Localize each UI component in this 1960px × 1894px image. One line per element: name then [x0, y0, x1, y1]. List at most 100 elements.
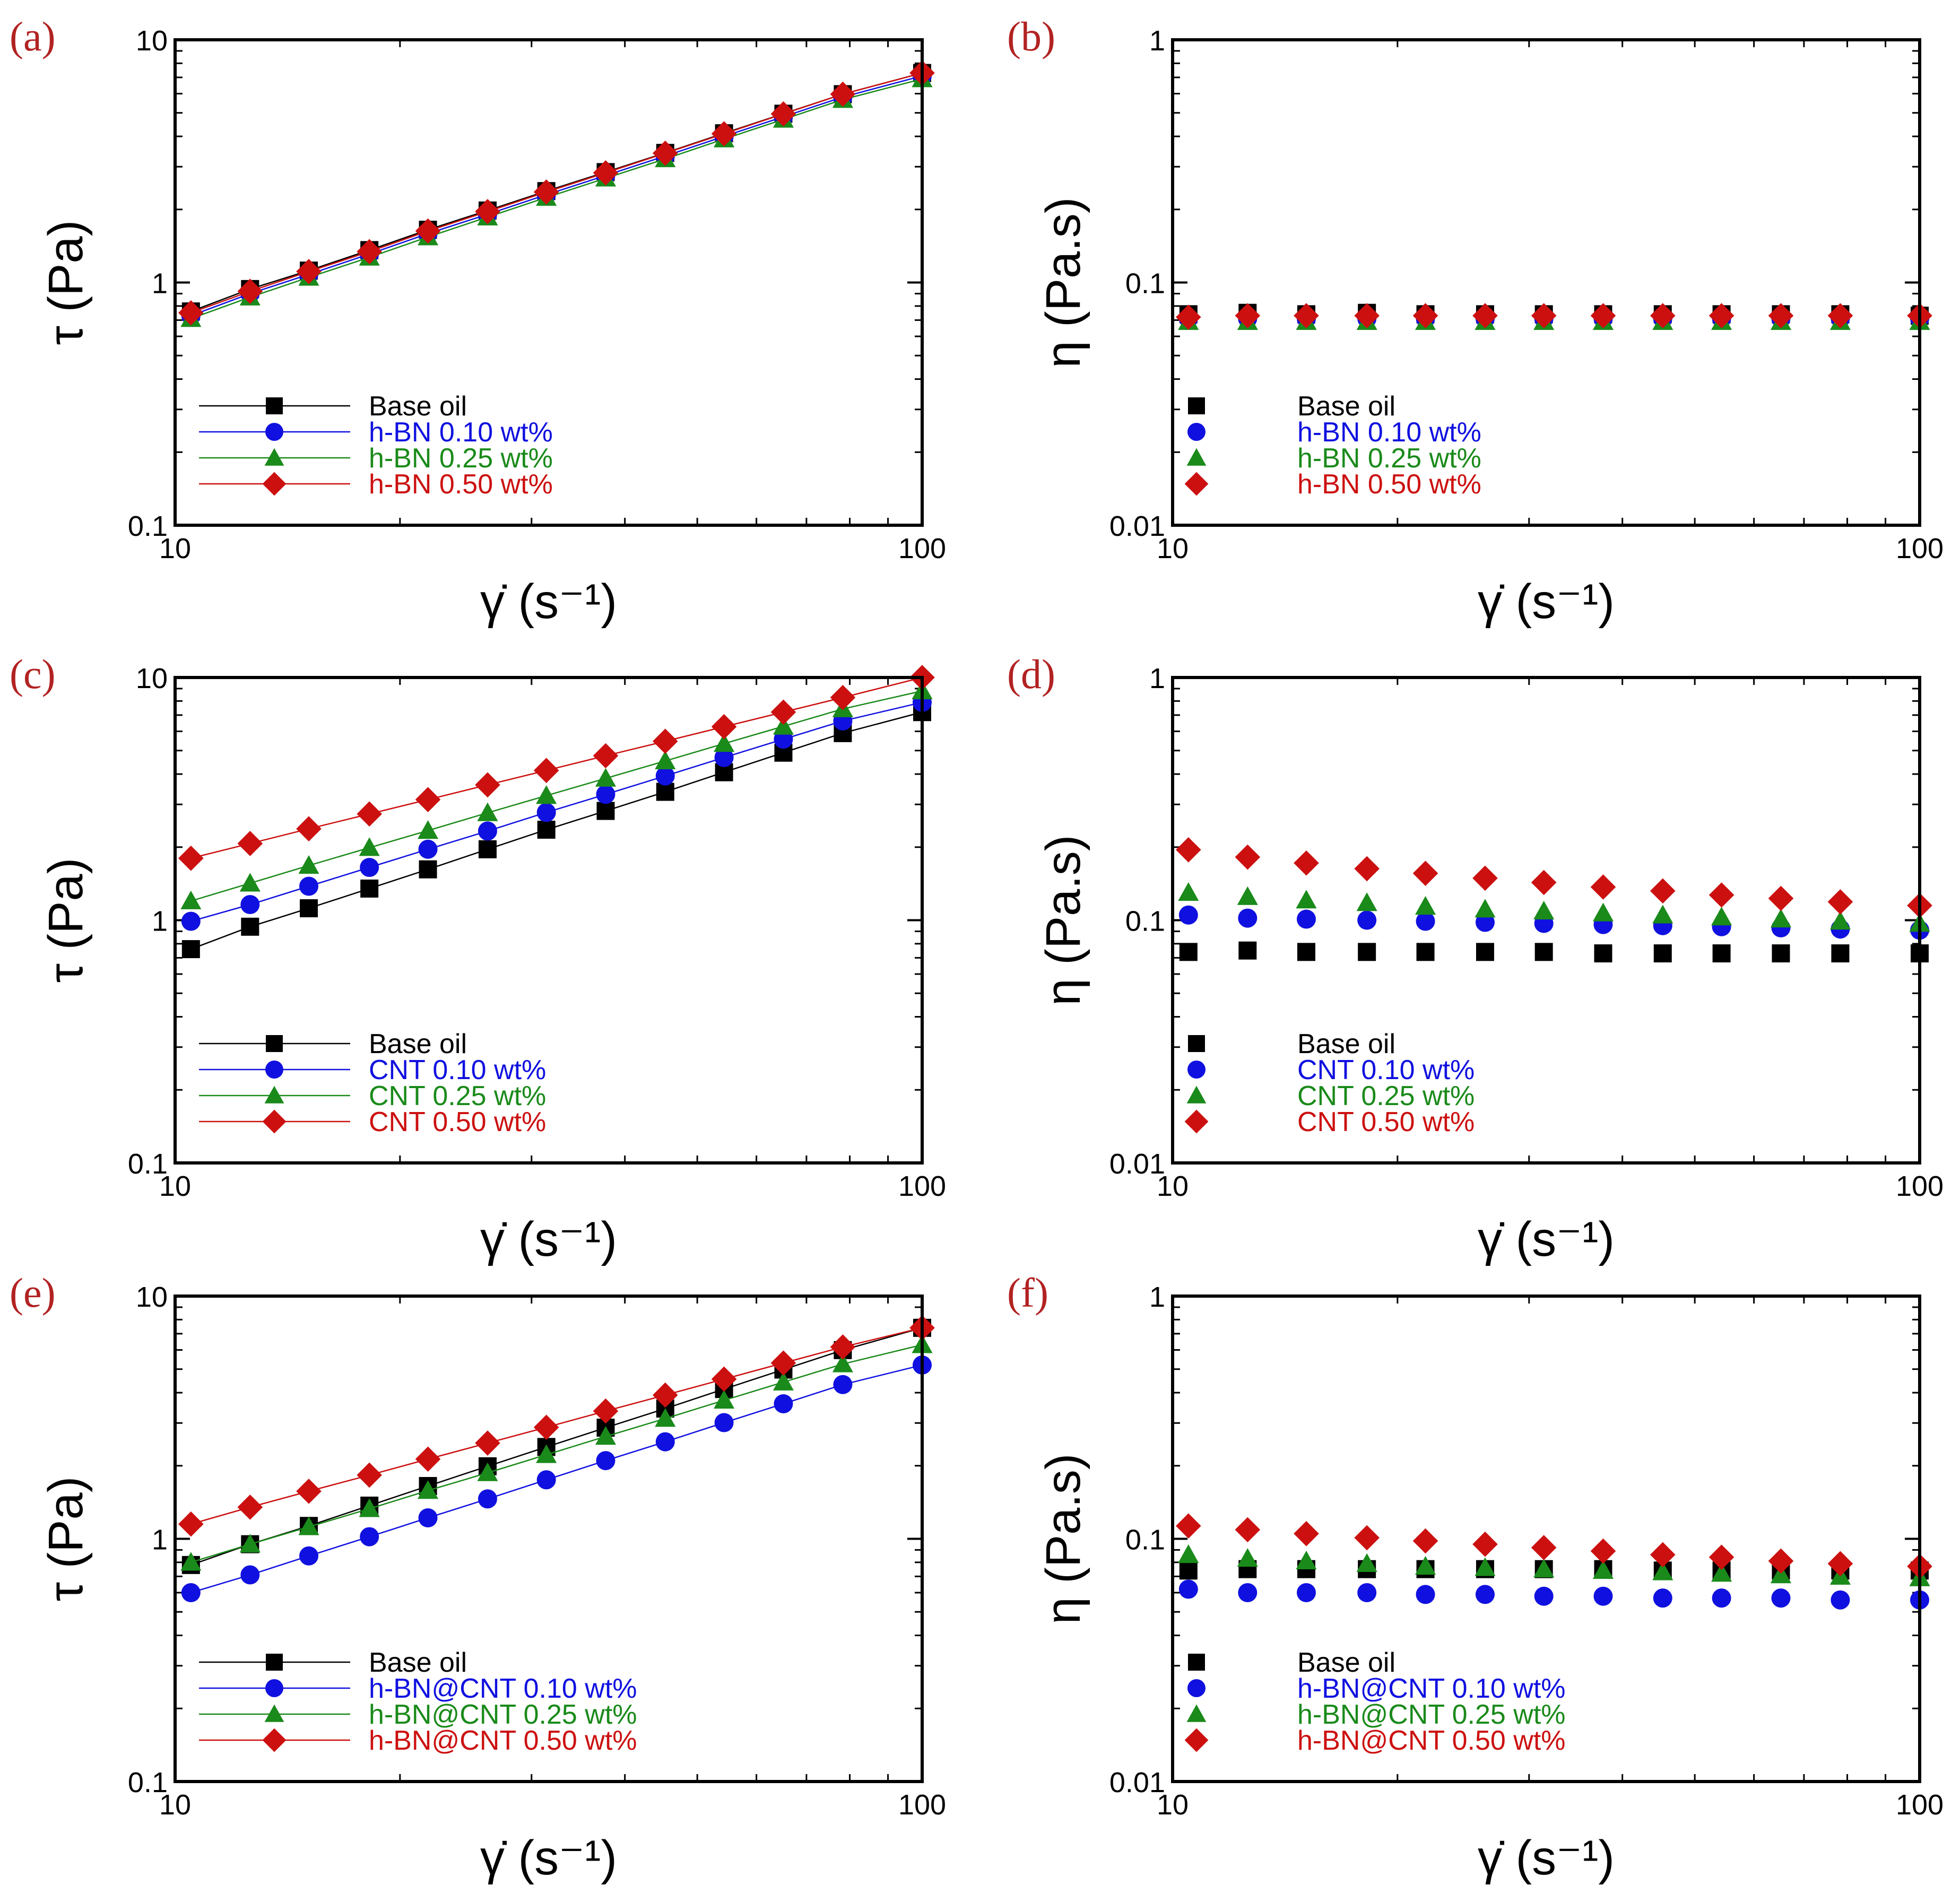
- data-point: [596, 785, 615, 804]
- data-point: [180, 890, 202, 909]
- data-point: [1237, 1548, 1258, 1567]
- data-point: [711, 121, 737, 146]
- y-axis-title: τ (Pa): [39, 220, 93, 345]
- data-point: [360, 879, 379, 898]
- data-point: [830, 684, 856, 710]
- y-tick-label: 0.01: [1109, 1148, 1165, 1180]
- data-point: [1412, 303, 1438, 328]
- data-point: [1238, 908, 1257, 928]
- data-point: [714, 748, 734, 767]
- data-point: [1176, 837, 1201, 863]
- data-point: [239, 1534, 261, 1553]
- data-point: [595, 768, 617, 787]
- legend-label: Base oil: [369, 1029, 467, 1059]
- data-point: [1472, 865, 1498, 891]
- y-tick-label: 1: [152, 1524, 168, 1556]
- data-point: [536, 1444, 557, 1463]
- data-point: [360, 1527, 379, 1547]
- plot-frame: [1171, 1294, 1921, 1783]
- data-point: [1416, 911, 1435, 931]
- y-tick-label: 0.1: [128, 1767, 168, 1799]
- data-point: [1356, 1553, 1377, 1572]
- legend-marker: [1184, 1109, 1209, 1134]
- data-point: [1178, 905, 1198, 925]
- data-point: [1827, 889, 1853, 915]
- data-point: [655, 1408, 676, 1427]
- data-point: [770, 699, 796, 725]
- legend-label: h-BN@CNT 0.50 wt%: [369, 1725, 637, 1756]
- series-line: [190, 690, 923, 902]
- data-point: [415, 787, 441, 812]
- data-point: [536, 1470, 556, 1490]
- data-point: [1709, 882, 1734, 908]
- data-point: [1472, 1531, 1498, 1557]
- data-point: [178, 1511, 204, 1537]
- data-point: [832, 1353, 853, 1372]
- legend-label: Base oil: [1297, 1647, 1395, 1678]
- data-point: [418, 1508, 438, 1527]
- data-point: [830, 1334, 856, 1360]
- x-axis-title: γ̇ (s⁻¹): [1478, 575, 1615, 629]
- series-line: [190, 1344, 923, 1563]
- x-axis-title: γ̇ (s⁻¹): [1478, 1212, 1615, 1266]
- data-point: [1712, 944, 1731, 963]
- data-point: [1534, 943, 1553, 961]
- legend-label: Base oil: [369, 391, 467, 422]
- legend-label: h-BN@CNT 0.25 wt%: [1297, 1699, 1566, 1730]
- data-point: [1594, 944, 1612, 963]
- data-point: [1531, 1535, 1557, 1560]
- data-point: [1711, 1563, 1732, 1582]
- legend-label: Base oil: [369, 1647, 467, 1678]
- data-point: [1768, 303, 1794, 328]
- data-point: [655, 750, 676, 769]
- data-point: [415, 1446, 441, 1472]
- data-point: [1827, 1551, 1853, 1577]
- legend-marker: [1186, 1085, 1207, 1104]
- data-point: [536, 803, 556, 822]
- data-point: [1178, 1579, 1198, 1599]
- data-point: [299, 1546, 318, 1566]
- data-point: [1178, 1544, 1199, 1563]
- data-point: [1590, 1538, 1616, 1564]
- data-point: [1592, 902, 1614, 922]
- data-point: [237, 1495, 263, 1520]
- data-point: [1653, 1588, 1672, 1608]
- y-tick-label: 0.1: [1125, 906, 1165, 937]
- data-point: [1354, 303, 1380, 328]
- x-axis-title: γ̇ (s⁻¹): [480, 1212, 617, 1266]
- x-tick-label: 10: [159, 533, 191, 564]
- x-tick-label: 100: [898, 1170, 946, 1202]
- data-point: [1831, 1590, 1850, 1610]
- y-tick-label: 0.1: [1125, 1524, 1165, 1556]
- x-axis-title: γ̇ (s⁻¹): [480, 1831, 617, 1885]
- legend-marker: [262, 1109, 287, 1134]
- legend-marker: [1184, 1728, 1209, 1752]
- data-point: [1768, 885, 1794, 911]
- data-point: [181, 1583, 201, 1602]
- panel-label: (f): [1007, 1270, 1048, 1316]
- legend-marker: [266, 1654, 283, 1671]
- legend-label: h-BN 0.25 wt%: [1297, 443, 1481, 474]
- data-point: [1771, 1588, 1791, 1608]
- x-tick-label: 100: [1896, 1789, 1944, 1821]
- y-tick-label: 0.1: [1125, 268, 1165, 300]
- data-point: [239, 873, 261, 892]
- data-point: [1768, 1548, 1794, 1574]
- legend-label: h-BN 0.10 wt%: [369, 417, 553, 448]
- data-point: [418, 839, 438, 859]
- data-point: [298, 1516, 319, 1535]
- legend-label: CNT 0.10 wt%: [369, 1055, 546, 1085]
- data-point: [1354, 856, 1380, 882]
- data-point: [596, 1451, 615, 1471]
- legend-marker: [265, 1061, 283, 1079]
- panel-label: (e): [10, 1270, 56, 1316]
- data-point: [1296, 909, 1316, 929]
- data-point: [1590, 303, 1616, 328]
- data-point: [655, 766, 675, 786]
- data-point: [1415, 1556, 1436, 1575]
- data-point: [1475, 913, 1495, 932]
